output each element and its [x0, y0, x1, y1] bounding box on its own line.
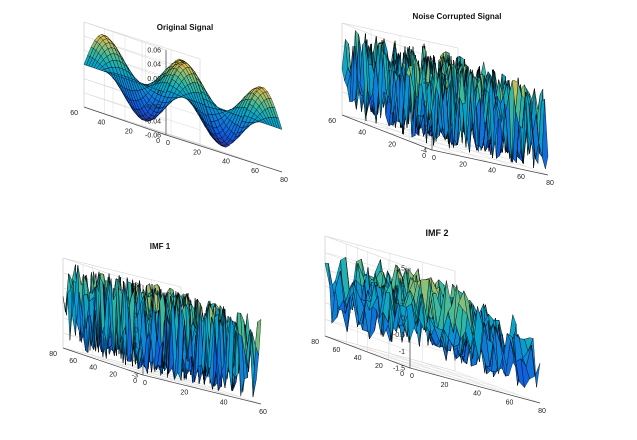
z-tick-label: -0.5 — [393, 332, 405, 339]
x-tick-label: 20 — [180, 390, 188, 397]
subplot-title: Original Signal — [157, 23, 213, 32]
z-tick-label: -0.02 — [145, 104, 161, 111]
z-tick-label: -1 — [132, 343, 138, 350]
x-tick-label: 0 — [143, 380, 147, 387]
z-tick-label: 1 — [134, 313, 138, 320]
y-tick-label: 20 — [388, 141, 396, 148]
surface-face — [255, 318, 262, 355]
z-tick-label: -4 — [421, 148, 427, 155]
z-tick-label: -1 — [399, 349, 405, 356]
x-tick-label: 80 — [280, 177, 288, 184]
y-tick-label: 60 — [328, 118, 336, 125]
z-tick-label: -2 — [421, 125, 427, 132]
surface-mesh — [62, 264, 262, 397]
x-tick-label: 60 — [506, 399, 514, 406]
z-tick-label: 0 — [423, 102, 427, 109]
surface-mesh — [324, 256, 541, 389]
surface-mesh — [341, 29, 549, 169]
x-tick-label: 20 — [441, 382, 449, 389]
x-tick-label: 0 — [410, 373, 414, 380]
surface-face — [541, 99, 549, 169]
z-tick-label: 4 — [423, 56, 427, 63]
y-tick-label: 20 — [125, 129, 133, 136]
axis-line — [324, 335, 411, 369]
axis-line — [341, 114, 433, 151]
y-tick-label: 40 — [89, 365, 97, 372]
y-tick-label: 0 — [422, 153, 426, 160]
x-tick-label: 60 — [251, 168, 259, 175]
subplot-title: Noise Corrupted Signal — [413, 12, 502, 21]
z-tick-label: 0 — [134, 328, 138, 335]
subplot-imf-2: IMF 2 1.510.50-0.5-1-1.50204060800204060… — [311, 228, 546, 415]
x-tick-label: 80 — [546, 180, 554, 187]
z-tick-label: 2 — [134, 298, 138, 305]
x-tick-label: 20 — [459, 161, 467, 168]
subplot-noise-corrupted-signal: Noise Corrupted Signal 420-2-40204060800… — [328, 12, 554, 187]
y-tick-label: 40 — [98, 119, 106, 126]
subplot-title: IMF 1 — [150, 242, 171, 251]
z-tick-label: 1.5 — [395, 266, 405, 273]
x-tick-label: 60 — [259, 409, 267, 416]
subplot-title: IMF 2 — [425, 228, 448, 238]
surface-face — [531, 345, 541, 388]
z-tick-label: 1 — [401, 282, 405, 289]
z-tick-label: 0.04 — [147, 62, 161, 69]
x-tick-label: 40 — [488, 168, 496, 175]
y-tick-label: 80 — [49, 351, 57, 358]
y-tick-label: 20 — [375, 363, 383, 370]
z-tick-label: -1.5 — [393, 366, 405, 373]
y-tick-label: 40 — [354, 355, 362, 362]
x-tick-label: 0 — [432, 155, 436, 162]
axis-line — [83, 106, 167, 136]
y-tick-label: 0 — [133, 378, 137, 385]
y-tick-label: 80 — [311, 339, 319, 346]
x-tick-label: 40 — [473, 391, 481, 398]
surface-mesh — [83, 34, 283, 148]
z-tick-label: 0 — [157, 90, 161, 97]
y-tick-label: 60 — [332, 347, 340, 354]
x-tick-label: 40 — [222, 159, 230, 166]
axis-line — [62, 347, 144, 376]
x-tick-label: 0 — [166, 140, 170, 147]
y-tick-label: 40 — [358, 130, 366, 137]
x-tick-label: 40 — [220, 399, 228, 406]
z-tick-label: -3 — [132, 373, 138, 380]
z-tick-label: 0.5 — [395, 299, 405, 306]
y-tick-label: 0 — [156, 138, 160, 145]
z-tick-label: 0 — [401, 316, 405, 323]
surface-face — [275, 117, 283, 130]
x-tick-label: 20 — [193, 149, 201, 156]
z-tick-label: -0.06 — [145, 133, 161, 140]
y-tick-label: 60 — [69, 358, 77, 365]
subplot-original-signal: Original Signal 0.06 0.04 0.02 0 -0.02 -0.04 -… — [70, 21, 288, 184]
z-tick-label: 0.06 — [147, 48, 161, 55]
z-tick-label: -0.04 — [145, 118, 161, 125]
y-tick-label: 20 — [109, 371, 117, 378]
z-tick-label: 2 — [423, 79, 427, 86]
x-tick-label: 80 — [538, 408, 546, 415]
z-tick-label: 3 — [134, 283, 138, 290]
z-tick-label: 0.02 — [147, 76, 161, 83]
y-tick-label: 60 — [70, 110, 78, 117]
y-tick-label: 0 — [400, 371, 404, 378]
z-tick-label: -2 — [132, 358, 138, 365]
x-tick-label: 60 — [517, 174, 525, 181]
